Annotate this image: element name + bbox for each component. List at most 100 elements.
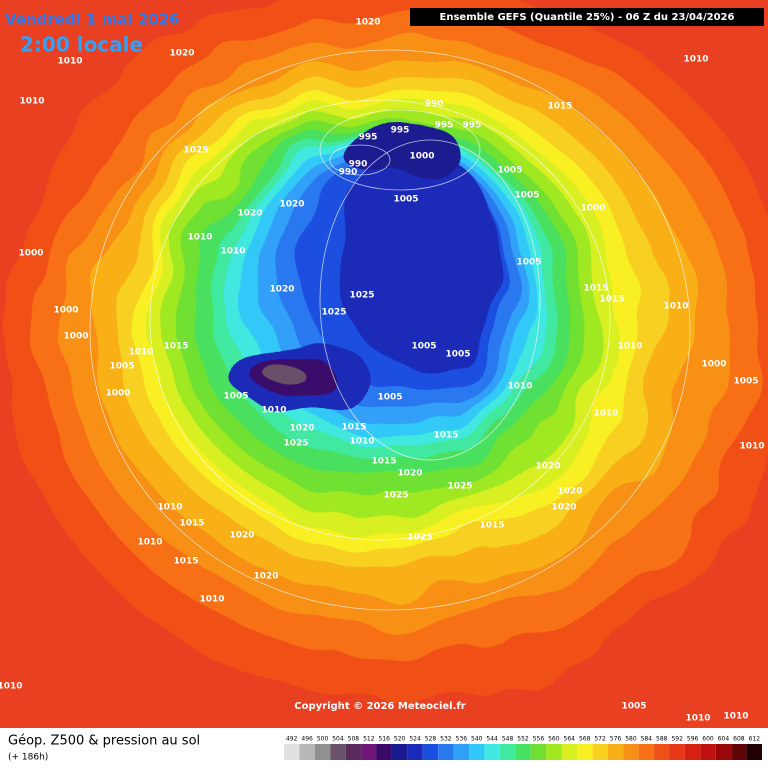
isobar-label: 1005	[497, 166, 522, 176]
legend-level: 584	[641, 736, 653, 743]
isobar-label: 1020	[551, 503, 576, 513]
legend-swatch	[453, 744, 470, 760]
legend-level: 516	[378, 736, 390, 743]
legend-level: 528	[425, 736, 437, 743]
legend-level: 592	[671, 736, 683, 743]
legend-level: 512	[363, 736, 375, 743]
isobar-label: 1005	[514, 191, 539, 201]
legend-level: 608	[733, 736, 745, 743]
geopotential-field	[5, 0, 768, 700]
isobar-label: 1000	[701, 360, 726, 370]
legend-level: 496	[301, 736, 313, 743]
isobar-label: 1025	[349, 291, 374, 301]
isobar-label: 1020	[557, 487, 582, 497]
legend-swatch	[700, 744, 716, 760]
legend-level: 540	[471, 736, 483, 743]
legend-swatch	[576, 744, 593, 760]
isobar-label: 1010	[0, 682, 23, 692]
isobar-label: 1015	[341, 423, 366, 433]
legend-level: 572	[594, 736, 606, 743]
isobar-label: 1020	[397, 469, 422, 479]
isobar-label: 1020	[269, 285, 294, 295]
isobar-label: 1020	[169, 49, 194, 59]
copyright: Copyright © 2026 Meteociel.fr	[294, 701, 465, 712]
isobar-label: 1025	[447, 482, 472, 492]
isobar-label: 1015	[163, 342, 188, 352]
isobar-label: 1005	[377, 393, 402, 403]
isobar-label: 1005	[109, 362, 134, 372]
isobar-label: 1020	[535, 462, 560, 472]
legend-level: 600	[702, 736, 714, 743]
isobar-label: 1010	[593, 409, 618, 419]
legend-swatch	[654, 744, 670, 760]
legend-level: 524	[409, 736, 421, 743]
legend-swatch	[561, 744, 577, 760]
isobar-label: 1010	[157, 503, 182, 513]
model-info: Ensemble GEFS (Quantile 25%) - 06 Z du 2…	[440, 12, 735, 23]
isobar-label: 1020	[279, 200, 304, 210]
isobar-label: 1000	[409, 152, 434, 162]
legend: 492 496 500 504 508 512 516 520 524 528 532 536 540 5…	[284, 736, 762, 760]
isobar-label: 1010	[739, 442, 764, 452]
legend-swatch	[330, 744, 346, 760]
isobar-label: 1025	[183, 146, 208, 156]
isobar-label: 1005	[516, 258, 541, 268]
legend-swatch	[438, 744, 454, 760]
legend-level: 536	[456, 736, 468, 743]
legend-swatch	[361, 744, 377, 760]
model-box	[410, 8, 764, 26]
legend-swatch	[499, 744, 516, 760]
isobar-label: 1005	[621, 702, 646, 712]
isobar-label: 1020	[289, 424, 314, 434]
isobar-label: 1000	[53, 306, 78, 316]
legend-level: 588	[656, 736, 668, 743]
isobar-label: 1010	[187, 233, 212, 243]
legend-level: 500	[317, 736, 329, 743]
isobar-label: 1005	[223, 392, 248, 402]
isobar-label: 1020	[237, 209, 262, 219]
isobar-label: 1010	[507, 382, 532, 392]
isobar-label: 1025	[283, 439, 308, 449]
isobar-label: 1010	[723, 712, 748, 722]
legend-swatch	[607, 744, 624, 760]
isobar-label: 1015	[173, 557, 198, 567]
isobar-label: 1010	[349, 437, 374, 447]
legend-level: 576	[610, 736, 622, 743]
isobar-label: 1000	[63, 332, 88, 342]
legend-swatch	[623, 744, 639, 760]
isobar-label: 1005	[393, 195, 418, 205]
legend-level: 504	[332, 736, 344, 743]
isobar-label: 1010	[57, 57, 82, 67]
isobar-label: 1010	[617, 342, 642, 352]
legend-swatch	[484, 744, 500, 760]
isobar-label: 1010	[261, 406, 286, 416]
legend-swatch	[592, 744, 608, 760]
isobar-label: 1010	[199, 595, 224, 605]
legend-level: 508	[348, 736, 360, 743]
legend-level: 568	[579, 736, 591, 743]
isobar-label: 1010	[220, 247, 245, 257]
isobar-label: 1020	[229, 531, 254, 541]
legend-swatch	[469, 744, 485, 760]
legend-level: 564	[564, 736, 576, 743]
footer-lead: (+ 186h)	[8, 753, 48, 763]
isobar-label: 1010	[128, 348, 153, 358]
isobar-label: 1005	[733, 377, 758, 387]
legend-swatch	[546, 744, 562, 760]
isobar-label: 990	[349, 160, 368, 170]
isobar-label: 1015	[479, 521, 504, 531]
legend-level: 532	[440, 736, 452, 743]
legend-level: 556	[533, 736, 545, 743]
isobar-label: 1025	[383, 491, 408, 501]
isobar-label: 995	[435, 121, 454, 131]
isobar-label: 1015	[583, 284, 608, 294]
legend-swatch	[407, 744, 423, 760]
legend-swatch	[515, 744, 531, 760]
legend-swatch	[746, 744, 762, 760]
legend-swatch	[715, 744, 732, 760]
legend-level: 520	[394, 736, 406, 743]
isobar-label: 990	[425, 100, 444, 110]
isobar-label: 1010	[685, 714, 710, 724]
date: Vendredi 1 mai 2026	[5, 11, 180, 29]
